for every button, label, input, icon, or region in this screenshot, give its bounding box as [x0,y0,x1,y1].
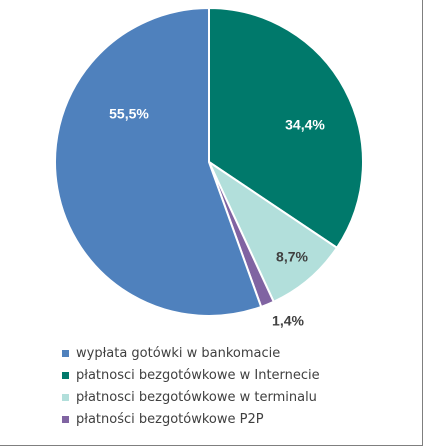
data-label: 8,7% [276,249,308,265]
legend-swatch [62,349,69,357]
legend-label: płatności bezgotówkowe P2P [76,411,264,427]
chart-legend: wypłata gotówki w bankomacie płatnosci b… [62,342,320,430]
pie-labels: 34,4% 8,7% 1,4% 55,5% [109,106,325,329]
legend-swatch [62,371,69,379]
legend-label: wypłata gotówki w bankomacie [76,345,281,361]
legend-item: płatnosci bezgotówkowe w Internecie [62,364,320,386]
data-label: 1,4% [272,313,304,329]
legend-swatch [62,415,69,423]
legend-label: płatnosci bezgotówkowe w Internecie [76,367,320,383]
legend-item: płatnosci bezgotówkowe w terminalu [62,386,320,408]
pie-slice [54,6,263,317]
legend-swatch [62,393,69,401]
data-label: 55,5% [109,106,149,122]
pie-slice [206,159,339,304]
legend-label: płatnosci bezgotówkowe w terminalu [76,389,317,405]
legend-item: płatności bezgotówkowe P2P [62,408,320,430]
pie-chart: 34,4% 8,7% 1,4% 55,5% [54,6,364,329]
data-label: 34,4% [285,117,325,133]
pie-slice [208,6,364,250]
legend-item: wypłata gotówki w bankomacie [62,342,320,364]
pie-slices [54,6,364,317]
